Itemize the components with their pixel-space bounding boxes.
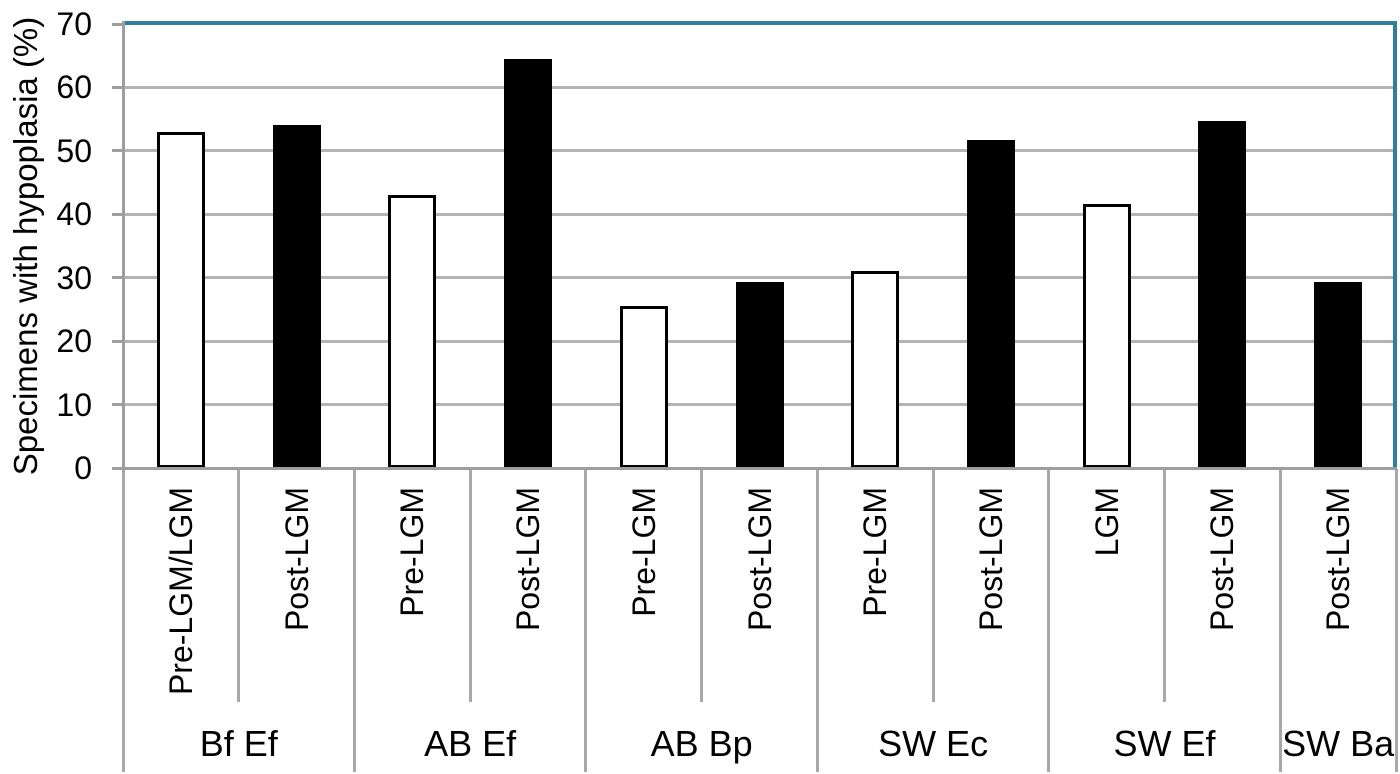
bar-sw-ef-post-lgm [1198, 121, 1247, 468]
y-tick-0 [112, 466, 122, 470]
category-divider [931, 469, 935, 702]
y-tick-label-60: 60 [56, 69, 92, 106]
group-divider [584, 469, 588, 772]
gridline-60 [123, 85, 1393, 89]
group-label-sw-ec: SW Ec [878, 723, 989, 764]
y-tick-50 [112, 149, 122, 153]
category-label-ab-ef-post-lgm: Post-LGM [510, 487, 547, 632]
y-tick-label-70: 70 [56, 6, 92, 42]
group-divider [121, 469, 125, 772]
category-label-sw-ec-pre-lgm: Pre-LGM [857, 487, 894, 617]
category-divider [700, 469, 704, 702]
group-label-ab-ef: AB Ef [424, 723, 517, 764]
y-tick-label-10: 10 [56, 386, 92, 423]
category-label-sw-ef-lgm: LGM [1088, 487, 1125, 557]
y-tick-label-50: 50 [56, 132, 92, 169]
bar-sw-ec-post-lgm [966, 140, 1015, 468]
group-label-sw-ef: SW Ef [1113, 723, 1216, 764]
group-divider [1278, 469, 1282, 772]
group-divider [1047, 469, 1051, 772]
y-tick-label-40: 40 [56, 196, 92, 233]
y-tick-label-20: 20 [56, 323, 92, 360]
bar-ab-ef-pre-lgm [388, 195, 437, 468]
y-tick-label-30: 30 [56, 259, 92, 296]
plot-border-right [1393, 21, 1397, 468]
bar-ab-bp-pre-lgm [619, 305, 668, 468]
category-label-ab-ef-pre-lgm: Pre-LGM [394, 487, 431, 617]
category-label-ab-bp-post-lgm: Post-LGM [741, 487, 778, 632]
y-tick-40 [112, 212, 122, 216]
category-label-sw-ba-post-lgm: Post-LGM [1320, 487, 1357, 632]
category-label-sw-ef-post-lgm: Post-LGM [1204, 487, 1241, 632]
gridline-40 [123, 212, 1393, 216]
y-tick-70 [112, 22, 122, 26]
category-label-bf-ef-pre-lgm-lgm: Pre-LGM/LGM [162, 487, 199, 696]
category-label-sw-ec-post-lgm: Post-LGM [972, 487, 1009, 632]
y-tick-label-0: 0 [74, 450, 92, 486]
plot-border-top [123, 21, 1397, 25]
group-divider [352, 469, 356, 772]
bar-bf-ef-post-lgm [272, 125, 321, 468]
category-label-bf-ef-post-lgm: Post-LGM [278, 487, 315, 632]
group-label-sw-ba: SW Ba [1282, 723, 1395, 764]
category-divider [1163, 469, 1167, 702]
y-axis-line [121, 21, 125, 471]
y-tick-30 [112, 276, 122, 280]
bar-sw-ef-lgm [1082, 203, 1131, 468]
bar-ab-bp-post-lgm [735, 281, 784, 468]
y-tick-10 [112, 403, 122, 407]
category-divider [468, 469, 472, 702]
bar-sw-ba-post-lgm [1314, 281, 1363, 468]
group-label-ab-bp: AB Bp [650, 723, 753, 764]
group-label-bf-ef: Bf Ef [199, 723, 278, 764]
bar-sw-ec-pre-lgm [851, 271, 900, 468]
bar-ab-ef-post-lgm [504, 58, 553, 468]
y-tick-60 [112, 85, 122, 89]
group-divider [815, 469, 819, 772]
y-tick-20 [112, 339, 122, 343]
x-axis-line [123, 466, 1397, 470]
group-divider [1394, 469, 1398, 772]
category-divider [237, 469, 241, 702]
gridline-50 [123, 149, 1393, 153]
category-label-ab-bp-pre-lgm: Pre-LGM [625, 487, 662, 617]
bar-bf-ef-pre-lgm-lgm [156, 131, 205, 468]
gridline-30 [123, 276, 1393, 280]
